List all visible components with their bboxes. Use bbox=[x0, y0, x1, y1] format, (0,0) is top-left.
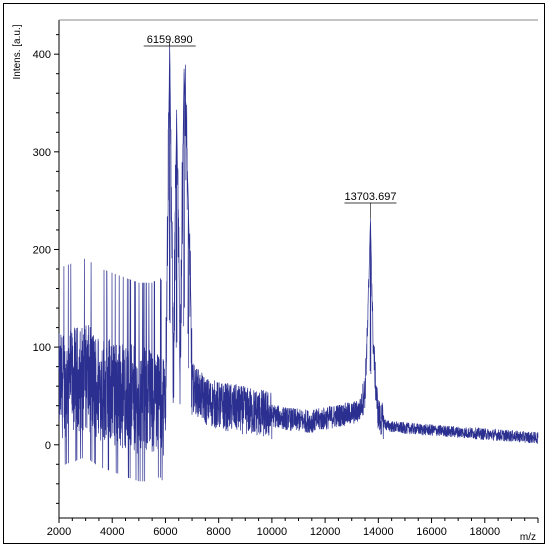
peak-annotation: 13703.697 bbox=[344, 191, 397, 219]
y-tick-label: 0 bbox=[45, 440, 51, 452]
x-tick-label: 8000 bbox=[206, 526, 230, 538]
x-axis-title: m/z bbox=[520, 532, 536, 543]
spectrum-trace bbox=[58, 42, 539, 482]
x-tick-label: 4000 bbox=[100, 526, 124, 538]
x-tick-label: 10000 bbox=[257, 526, 288, 538]
x-tick-label: 12000 bbox=[310, 526, 341, 538]
x-tick-label: 16000 bbox=[416, 526, 447, 538]
x-tick-label: 18000 bbox=[469, 526, 500, 538]
x-tick-label: 2000 bbox=[47, 526, 71, 538]
chart-frame bbox=[3, 3, 545, 544]
peak-annotation: 6159.890 bbox=[143, 34, 196, 47]
x-axis: 2000 4000 6000 8000 10000 12000 14000 16000 1800… bbox=[47, 517, 539, 538]
x-tick-label: 6000 bbox=[153, 526, 177, 538]
peak-annotations: 6159.890 13703.697 bbox=[143, 34, 397, 219]
y-axis-title: Intens. [a.u.] bbox=[12, 24, 23, 79]
y-tick-label: 400 bbox=[33, 49, 51, 61]
y-tick-label: 300 bbox=[33, 147, 51, 159]
x-tick-label: 14000 bbox=[363, 526, 394, 538]
peak-label: 13703.697 bbox=[344, 191, 396, 203]
y-axis: 0 100 200 300 400 bbox=[33, 20, 60, 518]
y-tick-label: 200 bbox=[33, 244, 51, 256]
peak-label: 6159.890 bbox=[147, 34, 193, 46]
y-tick-label: 100 bbox=[33, 342, 51, 354]
